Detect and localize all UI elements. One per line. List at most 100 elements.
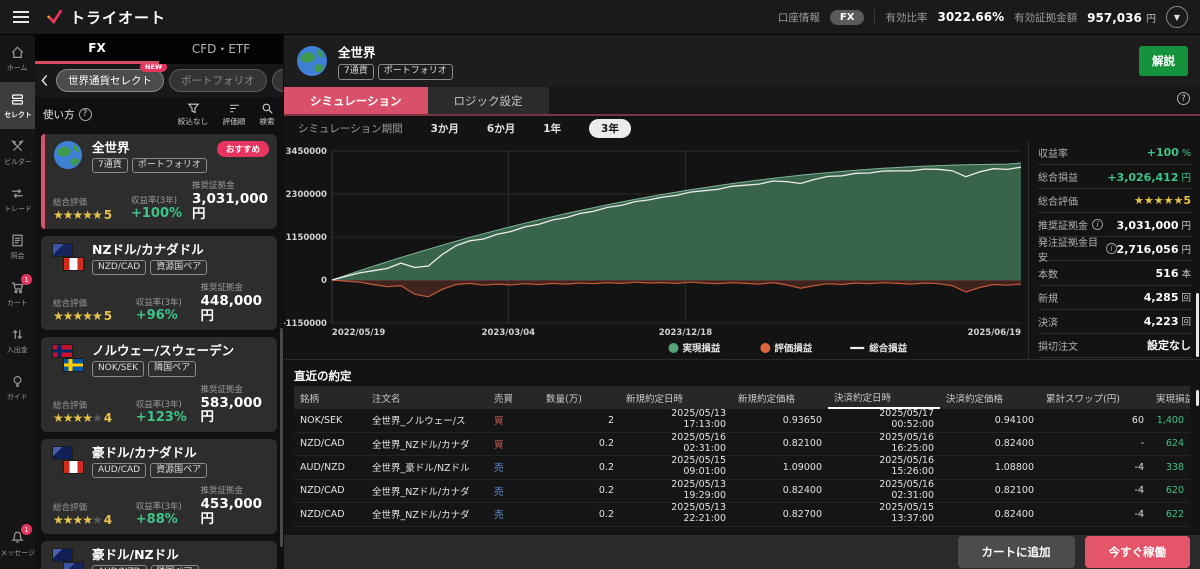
instrument-name: 豪ドル/カナダドル xyxy=(92,445,268,460)
help-icon[interactable]: ? xyxy=(1177,92,1190,105)
tools-icon xyxy=(10,139,25,154)
col-qty[interactable]: 数量(万) xyxy=(540,386,620,409)
svg-text:実現損益: 実現損益 xyxy=(682,342,720,354)
add-to-cart-button[interactable]: カートに追加 xyxy=(958,536,1075,568)
pl-chart: 3450000230000011500000-11500002022/05/19… xyxy=(284,141,1028,359)
effective-ratio-label: 有効比率 xyxy=(885,10,927,25)
tab-cfd-etf[interactable]: CFD・ETF xyxy=(159,35,283,64)
sort-icon xyxy=(228,102,241,115)
stats-scrollbar[interactable] xyxy=(1196,293,1199,357)
stat-row-total-pl: 総合損益 +3,026,412円 xyxy=(1038,165,1191,189)
sidebar-item-home[interactable]: ホーム xyxy=(0,35,35,82)
info-icon[interactable]: i xyxy=(1092,219,1103,230)
funnel-icon xyxy=(187,102,200,115)
instrument-card-audnzd[interactable]: 豪ドル/NZドル AUD/NZD 隣国ペア 総合評価 ★★★★★4 収益率(3年… xyxy=(41,541,277,569)
cart-badge: 1 xyxy=(21,274,32,285)
help-icon: ? xyxy=(79,108,92,121)
table-scrollbar[interactable] xyxy=(1196,390,1199,406)
sidebar-item-builder[interactable]: ビルダー xyxy=(0,129,35,176)
sidebar-item-select[interactable]: セレクト xyxy=(0,82,35,129)
info-icon[interactable]: i xyxy=(1106,243,1116,254)
trade-arrows-icon xyxy=(10,186,25,201)
col-order-name[interactable]: 注文名 xyxy=(366,386,488,409)
return-rate: +88% xyxy=(136,513,201,527)
triauto-app: トライオート 口座情報 FX 有効比率 3022.66% 有効証拠金額 957,… xyxy=(0,0,1200,569)
stat-row-stop-loss: 損切注文 設定なし xyxy=(1038,334,1191,358)
sidebar-item-inquiry[interactable]: 照会 xyxy=(0,223,35,270)
svg-text:1150000: 1150000 xyxy=(286,233,327,243)
logo-check-icon xyxy=(46,8,64,26)
detail-tabs: シミュレーション ロジック設定 ? xyxy=(284,87,1200,116)
tab-fx[interactable]: FX xyxy=(35,35,159,64)
instrument-card-audcad[interactable]: 豪ドル/カナダドル AUD/CAD 資源国ペア 総合評価 ★★★★★4 収益率(… xyxy=(41,439,277,534)
deals-table-header: 銘柄 注文名 売買 数量(万) 新規約定日時 新規約定価格 決済約定日時 決済約… xyxy=(294,386,1190,409)
flag-nzd-cad-icon xyxy=(53,242,83,272)
account-summary: 口座情報 FX 有効比率 3022.66% 有効証拠金額 957,036 円 ▼ xyxy=(778,6,1200,28)
filter-group: 絞込なし 評価順 検索 xyxy=(177,102,275,127)
effective-margin-label: 有効証拠金額 xyxy=(1014,10,1077,25)
instrument-card-noksek[interactable]: ノルウェー/スウェーデン NOK/SEK 隣国ペア 総合評価 ★★★★★4 収益… xyxy=(41,337,277,432)
col-swap[interactable]: 累計スワップ(円) xyxy=(1040,386,1150,409)
table-row[interactable]: NOK/SEK 全世界_ノルウェー/ス 買 2 2025/05/1317:13:… xyxy=(294,409,1190,433)
instrument-badge: NOK/SEK xyxy=(92,361,144,376)
instrument-badge: AUD/CAD xyxy=(92,463,146,478)
col-open-datetime[interactable]: 新規約定日時 xyxy=(620,386,732,409)
svg-text:-1150000: -1150000 xyxy=(284,319,327,329)
table-row[interactable]: NZD/CAD 全世界_NZドル/カナダ 買 0.2 2025/05/1602:… xyxy=(294,433,1190,457)
howto-link[interactable]: 使い方 ? xyxy=(43,107,92,122)
chip-select[interactable]: セレク xyxy=(272,69,284,92)
chip-portfolio[interactable]: ポートフォリオ xyxy=(169,69,267,92)
account-dropdown-button[interactable]: ▼ xyxy=(1166,6,1188,28)
svg-text:評価損益: 評価損益 xyxy=(774,342,812,354)
instrument-card-nzdcad[interactable]: NZドル/カナダドル NZD/CAD 資源国ペア 総合評価 ★★★★★5 収益率… xyxy=(41,236,277,331)
table-row[interactable]: AUD/NZD 全世界_豪ドル/NZドル 売 0.2 2025/05/1509:… xyxy=(294,456,1190,480)
tab-simulation[interactable]: シミュレーション xyxy=(284,87,428,114)
svg-text:3450000: 3450000 xyxy=(286,147,327,157)
col-side[interactable]: 売買 xyxy=(488,386,540,409)
search-button[interactable]: 検索 xyxy=(259,102,275,127)
explain-button[interactable]: 解説 xyxy=(1139,46,1188,76)
period-option-6m[interactable]: 6か月 xyxy=(487,121,515,136)
chips-prev-button[interactable] xyxy=(37,71,51,91)
table-row[interactable]: NZD/CAD 全世界_NZドル/カナダ 売 0.2 2025/05/1319:… xyxy=(294,480,1190,504)
select-icon xyxy=(10,92,25,107)
run-now-button[interactable]: 今すぐ稼働 xyxy=(1085,536,1191,568)
sidebar-item-message[interactable]: 1 メッセージ xyxy=(0,520,35,567)
sidebar-item-deposit[interactable]: 入出金 xyxy=(0,317,35,364)
col-realized-pl[interactable]: 実現損益(円) xyxy=(1150,386,1190,409)
rating-stars: ★★★★★4 xyxy=(53,514,136,527)
period-option-3m[interactable]: 3か月 xyxy=(431,121,459,136)
instrument-card-all-world[interactable]: おすすめ 全世界 7通貨 ポートフォリオ 総合評価 ★★ xyxy=(41,134,277,229)
col-close-price[interactable]: 決済約定価格 xyxy=(940,386,1040,409)
table-row[interactable]: NZD/CAD 全世界_NZドル/カナダ 売 0.2 2025/05/1322:… xyxy=(294,503,1190,527)
recommended-margin: 453,000円 xyxy=(201,497,268,527)
globe-icon xyxy=(53,140,83,170)
period-option-1y[interactable]: 1年 xyxy=(543,121,561,136)
chevron-left-icon xyxy=(40,74,49,87)
return-rate: +96% xyxy=(136,309,201,323)
sidebar-item-cart[interactable]: 1 カート xyxy=(0,270,35,317)
rating-stars: ★★★★★5 xyxy=(53,209,131,222)
market-tabs: FX CFD・ETF xyxy=(35,35,283,64)
account-type-badge[interactable]: FX xyxy=(830,10,865,25)
stat-row-order-margin: 発注証拠金目安i 2,716,056円 xyxy=(1038,237,1191,261)
sidebar-item-trade[interactable]: トレード xyxy=(0,176,35,223)
sort-button[interactable]: 評価順 xyxy=(222,102,246,127)
sidebar-item-guide[interactable]: ガイド xyxy=(0,364,35,411)
svg-text:2300000: 2300000 xyxy=(286,190,327,200)
period-option-3y[interactable]: 3年 xyxy=(589,119,631,138)
tab-logic-settings[interactable]: ロジック設定 xyxy=(428,87,549,114)
col-symbol[interactable]: 銘柄 xyxy=(294,386,366,409)
col-close-datetime[interactable]: 決済約定日時 xyxy=(828,386,940,409)
rating-stars: ★★★★★4 xyxy=(53,412,136,425)
return-rate: +100% xyxy=(131,207,192,221)
svg-text:2022/05/19: 2022/05/19 xyxy=(332,328,385,338)
chip-world-currency-select[interactable]: NEW 世界通貨セレクト xyxy=(56,69,164,92)
divider xyxy=(874,9,875,25)
filter-button[interactable]: 絞込なし xyxy=(177,102,209,127)
recommended-margin: 583,000円 xyxy=(201,396,268,426)
flag-aud-nzd-icon xyxy=(53,547,83,569)
col-open-price[interactable]: 新規約定価格 xyxy=(732,386,828,409)
menu-icon[interactable] xyxy=(4,0,38,35)
list-scrollbar[interactable] xyxy=(280,328,283,547)
